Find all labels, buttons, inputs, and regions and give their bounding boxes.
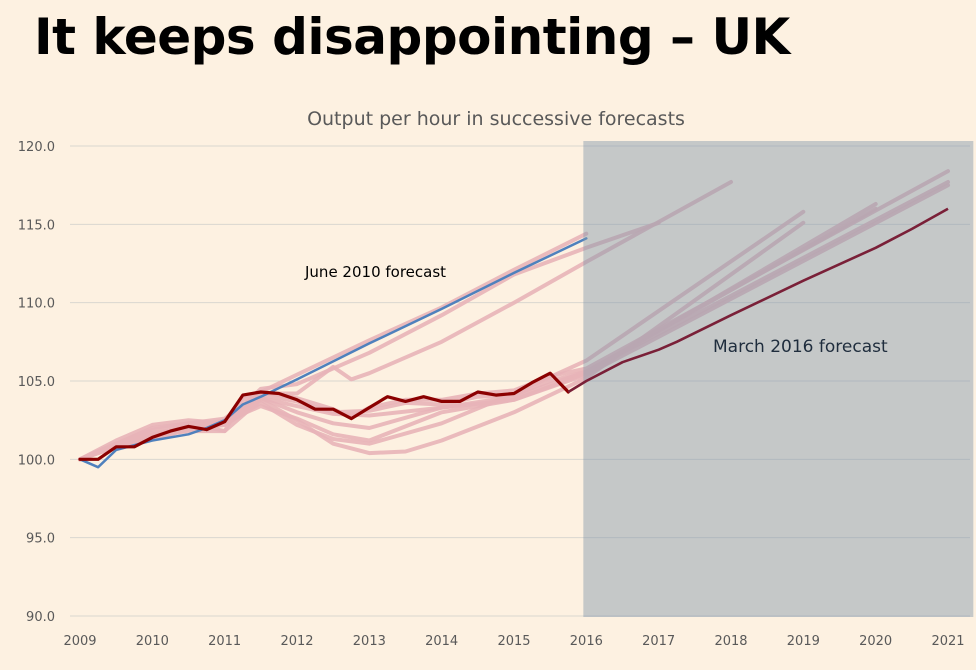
x-tick-label: 2021 — [931, 634, 964, 649]
x-tick-label: 2015 — [497, 634, 530, 649]
x-tick-label: 2017 — [642, 634, 675, 649]
slide-title: It keeps disappointing – UK — [34, 8, 790, 66]
past-forecast-line — [78, 220, 661, 462]
y-tick-label: 90.0 — [26, 610, 55, 625]
x-tick-label: 2018 — [714, 634, 747, 649]
x-tick-label: 2020 — [859, 634, 892, 649]
forecast-shaded-region — [583, 141, 974, 617]
past-forecast-line — [78, 180, 733, 462]
gridlines — [70, 145, 970, 617]
y-tick-label: 95.0 — [26, 532, 55, 547]
march-2016-forecast-line — [567, 207, 949, 394]
march-2016-forecast-line-group — [567, 207, 949, 394]
x-tick-label: 2016 — [570, 634, 603, 649]
x-tick-label: 2010 — [136, 634, 169, 649]
x-tick-label: 2013 — [353, 634, 386, 649]
y-axis-ticks: 90.0 95.0 100.0 105.0 110.0 115.0 120.0 — [18, 140, 55, 625]
x-tick-label: 2019 — [787, 634, 820, 649]
x-tick-label: 2012 — [280, 634, 313, 649]
x-tick-label: 2009 — [63, 634, 96, 649]
y-tick-label: 120.0 — [18, 140, 55, 155]
y-tick-label: 115.0 — [18, 218, 55, 233]
annotation-march-2016: March 2016 forecast — [713, 337, 888, 357]
y-tick-label: 110.0 — [18, 297, 55, 312]
march-2016-actual-line — [78, 371, 570, 461]
x-tick-label: 2011 — [208, 634, 241, 649]
y-tick-label: 100.0 — [18, 453, 55, 468]
x-tick-label: 2014 — [425, 634, 458, 649]
chart-title: Output per hour in successive forecasts — [307, 108, 685, 130]
x-axis-ticks: 2009 2010 2011 2012 2013 2014 2015 2016 2017 2018… — [63, 634, 964, 649]
y-tick-label: 105.0 — [18, 375, 55, 390]
series-lines — [78, 169, 950, 469]
annotation-june-2010: June 2010 forecast — [304, 263, 446, 281]
